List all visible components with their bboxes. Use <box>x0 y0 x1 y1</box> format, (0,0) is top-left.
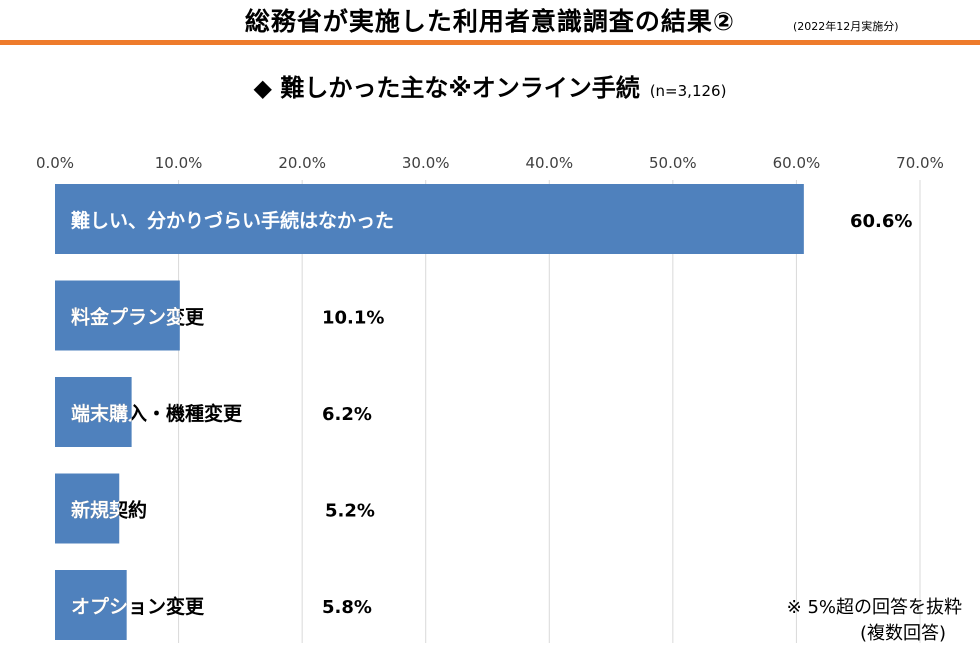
value-label: 5.2% <box>325 501 375 522</box>
category-label-on-bar: 新規契約 <box>71 499 147 522</box>
bar <box>55 280 180 351</box>
x-tick-label: 30.0% <box>402 154 450 172</box>
subtitle-text: ◆ 難しかった主な※オンライン手続 <box>253 74 640 102</box>
value-label: 5.8% <box>322 597 372 618</box>
bar <box>55 184 804 254</box>
header-divider <box>0 40 980 45</box>
x-tick-label: 60.0% <box>773 154 821 172</box>
category-label: 端末購入・機種変更 <box>71 402 243 425</box>
x-tick-label: 10.0% <box>155 154 203 172</box>
bar <box>55 377 132 447</box>
category-label-on-bar: 料金プラン変更 <box>71 306 205 329</box>
value-label: 60.6% <box>850 211 912 232</box>
survey-date-note: (2022年12月実施分) <box>793 20 899 33</box>
bar <box>55 570 127 640</box>
x-tick-label: 50.0% <box>649 154 697 172</box>
category-label-on-bar: オプション変更 <box>71 595 205 618</box>
x-tick-label: 70.0% <box>896 154 944 172</box>
bar <box>55 473 120 544</box>
category-label-on-bar: 端末購入・機種変更 <box>71 402 243 425</box>
category-label: オプション変更 <box>71 595 205 618</box>
value-label: 10.1% <box>322 308 384 329</box>
page-header: 総務省が実施した利用者意識調査の結果② (2022年12月実施分) <box>0 0 980 42</box>
chart-subtitle: ◆ 難しかった主な※オンライン手続 (n=3,126) <box>0 68 980 103</box>
page-title: 総務省が実施した利用者意識調査の結果② <box>244 7 736 36</box>
footnote-line-2: (複数回答) <box>859 623 946 644</box>
footnote-line-1: ※ 5%超の回答を抜粋 <box>786 597 962 618</box>
category-label: 料金プラン変更 <box>71 306 205 329</box>
x-tick-label: 40.0% <box>525 154 573 172</box>
x-tick-label: 20.0% <box>278 154 326 172</box>
x-tick-label: 0.0% <box>36 154 74 172</box>
footnote: ※ 5%超の回答を抜粋 (複数回答) <box>750 595 980 647</box>
sample-size: (n=3,126) <box>649 82 727 100</box>
category-label: 難しい、分かりづらい手続はなかった <box>71 209 394 232</box>
value-label: 6.2% <box>322 404 372 425</box>
category-label: 新規契約 <box>71 499 147 522</box>
